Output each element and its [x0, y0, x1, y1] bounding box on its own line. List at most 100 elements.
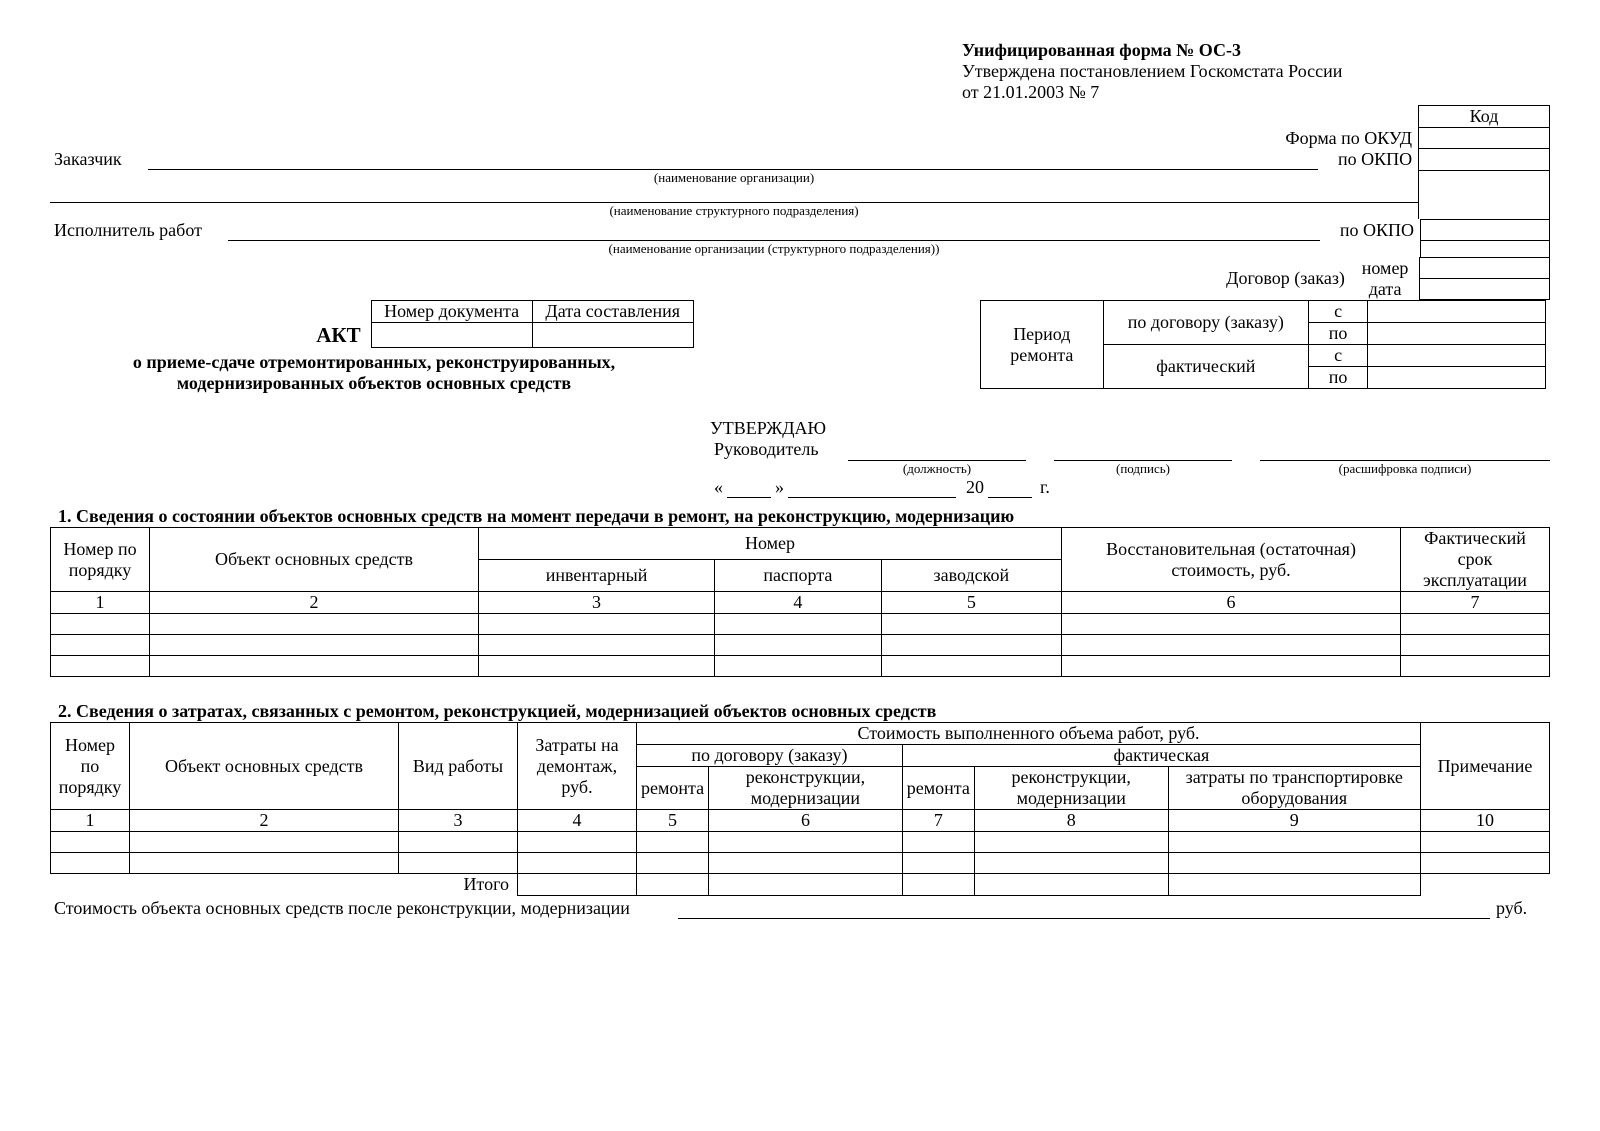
- sig-decode-field[interactable]: [1260, 439, 1550, 460]
- customer-field[interactable]: [148, 149, 1318, 170]
- table2: Номер по порядку Объект основных средств…: [50, 722, 1550, 896]
- period-label: Период ремонта: [981, 301, 1104, 389]
- signature-hint: (подпись): [1054, 460, 1232, 477]
- t2-n1: 1: [51, 810, 130, 832]
- to-2: по: [1308, 367, 1367, 389]
- t1-h-inv: инвентарный: [479, 560, 715, 592]
- table-row[interactable]: [51, 614, 150, 635]
- contractor-label: Исполнитель работ: [50, 220, 228, 241]
- org-hint: (наименование организации): [50, 170, 1419, 186]
- act-label: АКТ: [54, 323, 371, 348]
- approved-by: Утверждена постановлением Госкомстата Ро…: [958, 61, 1550, 82]
- contract-date-label: дата: [1351, 279, 1420, 300]
- okpo-value-2[interactable]: [1421, 220, 1550, 241]
- t2-n4: 4: [518, 810, 637, 832]
- t1-n7: 7: [1401, 592, 1550, 614]
- approval-date: от 21.01.2003 № 7: [958, 82, 1550, 103]
- t2-h-contract: по договору (заказу): [637, 745, 903, 767]
- spacer-2: [1419, 186, 1550, 203]
- t1-h-obj: Объект основных средств: [150, 528, 479, 592]
- footer-value[interactable]: [678, 898, 1490, 919]
- date-day[interactable]: [727, 477, 771, 498]
- t2-n5: 5: [637, 810, 709, 832]
- form-okud-label: Форма по ОКУД: [50, 128, 1419, 149]
- approve-block: УТВЕРЖДАЮ Руководитель (должность) (подп…: [710, 418, 1550, 498]
- contract-block: Договор (заказ) номер дата: [50, 257, 1550, 300]
- t2-h-num: Номер по порядку: [51, 723, 130, 810]
- t1-h-period: Фактический срок эксплуатации: [1401, 528, 1550, 592]
- t1-n3: 3: [479, 592, 715, 614]
- contractor-hint: (наименование организации (структурного …: [228, 241, 1320, 258]
- spacer-3: [1419, 203, 1550, 219]
- t2-h-repair-1: ремонта: [637, 767, 709, 810]
- t1-h-cost: Восстановительная (остаточная) стоимость…: [1062, 528, 1401, 592]
- doc-date-value[interactable]: [532, 323, 693, 348]
- rub-label: руб.: [1490, 898, 1550, 919]
- footer-row: Стоимость объекта основных средств после…: [50, 898, 1550, 920]
- quote-close: »: [771, 477, 788, 498]
- act-subtitle-1: о приеме-сдаче отремонтированных, реконс…: [54, 352, 694, 373]
- contract-label: Договор (заказ): [1160, 258, 1351, 300]
- position-field[interactable]: [848, 439, 1026, 460]
- contract-number-value[interactable]: [1420, 258, 1550, 279]
- t2-n9: 9: [1168, 810, 1420, 832]
- to-1: по: [1308, 323, 1367, 345]
- table-row[interactable]: [51, 656, 150, 677]
- code-label: Код: [1419, 106, 1550, 128]
- t2-h-recon-2: реконструкции, модернизации: [974, 767, 1168, 810]
- period-table: Период ремонта по договору (заказу) с по…: [980, 300, 1546, 389]
- footer-label: Стоимость объекта основных средств после…: [50, 898, 678, 919]
- spacer-4: [1421, 241, 1550, 258]
- t1-n2: 2: [150, 592, 479, 614]
- signature-field[interactable]: [1054, 439, 1232, 460]
- table-row[interactable]: [51, 853, 130, 874]
- okpo-label-2: по ОКПО: [1320, 220, 1421, 241]
- date-year[interactable]: [988, 477, 1032, 498]
- header-block: Унифицированная форма № ОС-3 Утверждена …: [50, 40, 1550, 103]
- t2-h-repair-2: ремонта: [902, 767, 974, 810]
- t1-n5: 5: [881, 592, 1061, 614]
- t2-n10: 10: [1421, 810, 1550, 832]
- form-title: Унифицированная форма № ОС-3: [958, 40, 1550, 61]
- contract-date-value[interactable]: [1420, 279, 1550, 300]
- t1-h-passport: паспорта: [715, 560, 882, 592]
- t2-h-cost: Стоимость выполненного объема работ, руб…: [637, 723, 1421, 745]
- okpo-label-1: по ОКПО: [1318, 149, 1418, 170]
- dept-hint: (наименование структурного подразделения…: [50, 203, 1419, 219]
- table-row[interactable]: [51, 635, 150, 656]
- period-contract-from[interactable]: [1368, 301, 1546, 323]
- doc-date-label: Дата составления: [532, 301, 693, 323]
- customer-label: Заказчик: [50, 149, 148, 170]
- contractor-row: Исполнитель работ по ОКПО (наименование …: [50, 219, 1550, 257]
- t1-n4: 4: [715, 592, 882, 614]
- period-actual-to[interactable]: [1368, 367, 1546, 389]
- dept-field[interactable]: [50, 186, 1418, 203]
- t2-total: Итого: [51, 874, 518, 896]
- table1-title: 1. Сведения о состоянии объектов основны…: [50, 506, 1550, 527]
- table2-title: 2. Сведения о затратах, связанных с ремо…: [50, 701, 1550, 722]
- t1-n6: 6: [1062, 592, 1401, 614]
- t1-h-factory: заводской: [881, 560, 1061, 592]
- contractor-field[interactable]: [228, 220, 1320, 241]
- table-row[interactable]: [51, 832, 130, 853]
- okpo-value-1[interactable]: [1419, 149, 1550, 171]
- from-1: с: [1308, 301, 1367, 323]
- table1: Номер по порядку Объект основных средств…: [50, 527, 1550, 677]
- act-subtitle-2: модернизированных объектов основных сред…: [54, 373, 694, 394]
- t2-n2: 2: [130, 810, 399, 832]
- period-contract-to[interactable]: [1368, 323, 1546, 345]
- t2-h-obj: Объект основных средств: [130, 723, 399, 810]
- code-box-area: Код Форма по ОКУД Заказчик по ОКПО (наим…: [50, 105, 1550, 219]
- date-month[interactable]: [788, 477, 956, 498]
- from-2: с: [1308, 345, 1367, 367]
- t2-n7: 7: [902, 810, 974, 832]
- okud-value[interactable]: [1419, 128, 1550, 149]
- by-contract-label: по договору (заказу): [1103, 301, 1308, 345]
- t2-h-dism: Затраты на демонтаж, руб.: [518, 723, 637, 810]
- actual-label: фактический: [1103, 345, 1308, 389]
- act-block: Номер документа Дата составления АКТ: [54, 300, 694, 348]
- t1-h-num: Номер по порядку: [51, 528, 150, 592]
- doc-number-value[interactable]: [371, 323, 532, 348]
- t1-n1: 1: [51, 592, 150, 614]
- period-actual-from[interactable]: [1368, 345, 1546, 367]
